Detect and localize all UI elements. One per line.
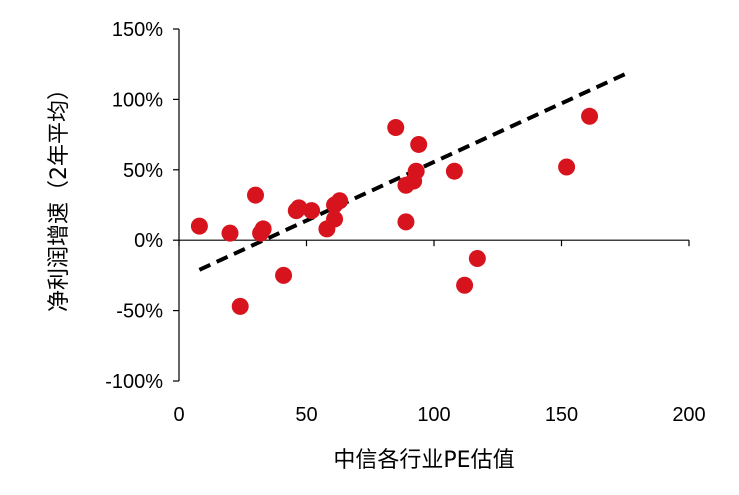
x-tick-label: 200 (672, 404, 705, 426)
y-tick-label: 100% (112, 89, 163, 111)
data-points (190, 107, 599, 315)
scatter-point (387, 119, 405, 137)
y-tick-label: -100% (105, 371, 163, 393)
scatter-point (331, 192, 349, 210)
y-tick-label: 50% (123, 160, 163, 182)
y-tick-label: -50% (116, 301, 163, 323)
x-tick-label: 150 (545, 404, 578, 426)
scatter-point (326, 210, 344, 228)
y-tick-label: 150% (112, 19, 163, 41)
scatter-point (558, 158, 576, 176)
scatter-point (397, 213, 415, 231)
scatter-point (190, 217, 208, 235)
scatter-point (275, 266, 293, 284)
scatter-point (247, 186, 264, 204)
x-tick-label: 100 (417, 404, 450, 426)
scatter-point (407, 162, 425, 180)
tick-labels: -100% -50% 0% 50% 100% 150% 0 50 100 150 200 (105, 19, 706, 426)
scatter-point (410, 135, 428, 153)
scatter-point (290, 199, 308, 217)
scatter-point (231, 297, 249, 315)
y-tick-label: 0% (134, 230, 163, 252)
scatter-point (456, 276, 474, 294)
y-axis-title: 净利润增速（2年平均） (47, 78, 72, 312)
scatter-point (445, 162, 463, 180)
axes (173, 28, 690, 382)
scatter-point (254, 220, 272, 238)
x-tick-label: 0 (173, 404, 184, 426)
x-tick-label: 50 (295, 404, 317, 426)
x-axis-title: 中信各行业PE估值 (333, 448, 514, 473)
scatter-point (581, 107, 599, 125)
scatter-point (221, 224, 239, 242)
scatter-point (468, 250, 486, 268)
scatter-point (303, 202, 321, 220)
